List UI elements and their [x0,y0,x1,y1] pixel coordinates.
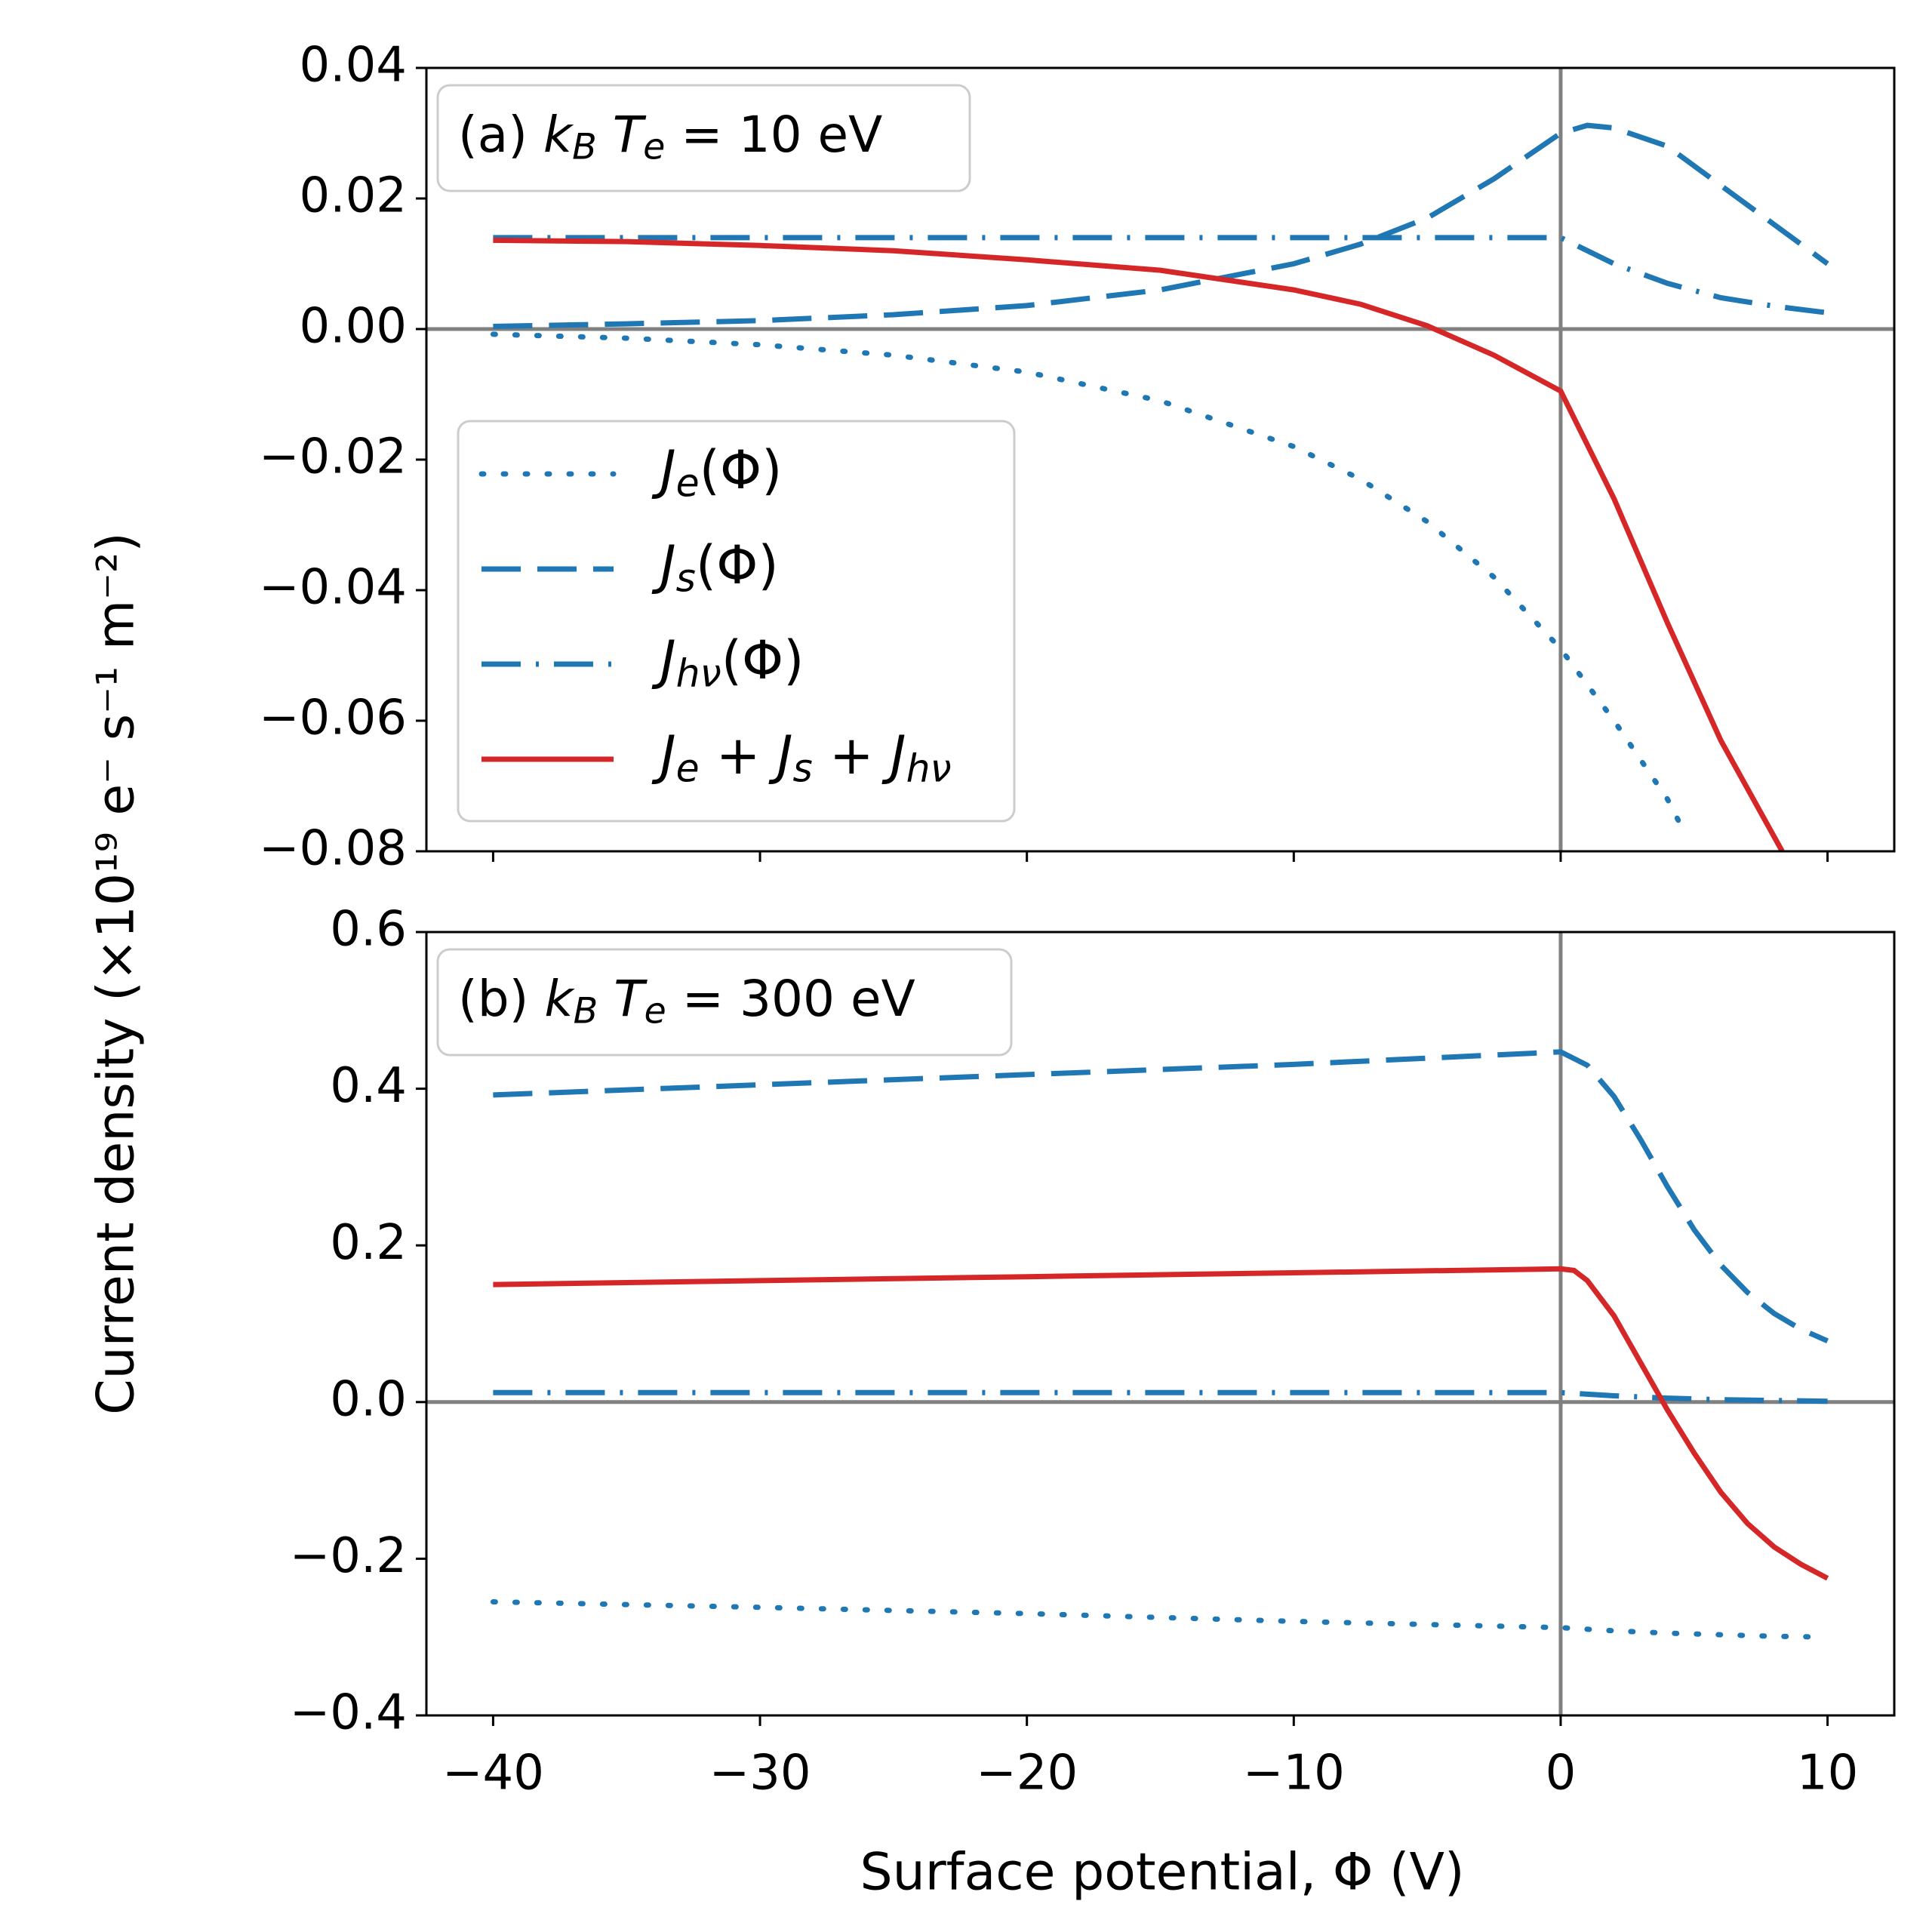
series-line-dashed [493,122,1829,329]
x-tick-label: 0 [1546,1746,1577,1801]
legend-label: Jhν​(Φ) [651,629,804,695]
x-tick-label: 10 [1797,1746,1858,1801]
y-tick-label: −0.08 [259,821,407,877]
y-tick-label: 0.2 [330,1215,407,1271]
annotation-box [436,948,1013,1057]
y-tick-label: 0.00 [300,299,408,355]
series-line-dashdot [493,235,1829,315]
legend: Je​(Φ) Js​(Φ) Jhν​(Φ) Je​ + Js​ + Jhν​ [457,420,1016,823]
y-tick-label: 0.0 [330,1371,407,1427]
series-line-dotted [490,1599,1831,1640]
legend-label: Je​ + Js​ + Jhν​ [651,724,952,790]
y-tick-label: −0.06 [259,691,407,746]
panel-b: −0.4 −0.2 0.0 0.2 0.4 0.6 −40 −30 −20 −10 0 10 (b) k… [290,902,1896,1801]
panel-annotation: (b) kB​ Te​ = 300 eV [458,970,915,1032]
annotation-box [436,84,971,192]
series-line-dashed [493,1049,1829,1344]
x-axis-label: Surface potential, Φ (V) [860,1843,1464,1903]
series-line-solid [493,237,1785,851]
y-tick-label: 0.02 [300,168,408,224]
y-tick-label: −0.2 [290,1528,407,1584]
x-tick-label: −20 [976,1746,1078,1801]
x-tick-label: −30 [709,1746,811,1801]
series-line-dotted [490,331,1684,828]
y-tick-label: 0.6 [330,902,407,958]
series-line-solid [493,1266,1829,1581]
y-tick-label: −0.04 [259,560,407,616]
legend-label: Je​(Φ) [651,439,782,505]
plot-frame [425,931,1896,1717]
panel-annotation: (a) kB​ Te​ = 10 eV [458,106,882,168]
y-tick-label: −0.4 [290,1685,407,1741]
legend-label: Js​(Φ) [651,534,779,600]
y-tick-label: −0.02 [259,429,407,485]
y-tick-label: 0.4 [330,1058,407,1114]
legend-box [457,420,1016,823]
x-tick-label: −40 [442,1746,544,1801]
y-axis-label: Current density (×10¹⁹ e⁻ s⁻¹ m⁻²) [87,532,146,1415]
panel-a: −0.08 −0.06 −0.04 −0.02 0.00 0.02 0.04 (a) kB​ … [259,38,1896,877]
x-tick-label: −10 [1243,1746,1345,1801]
y-tick-label: 0.04 [300,38,408,94]
